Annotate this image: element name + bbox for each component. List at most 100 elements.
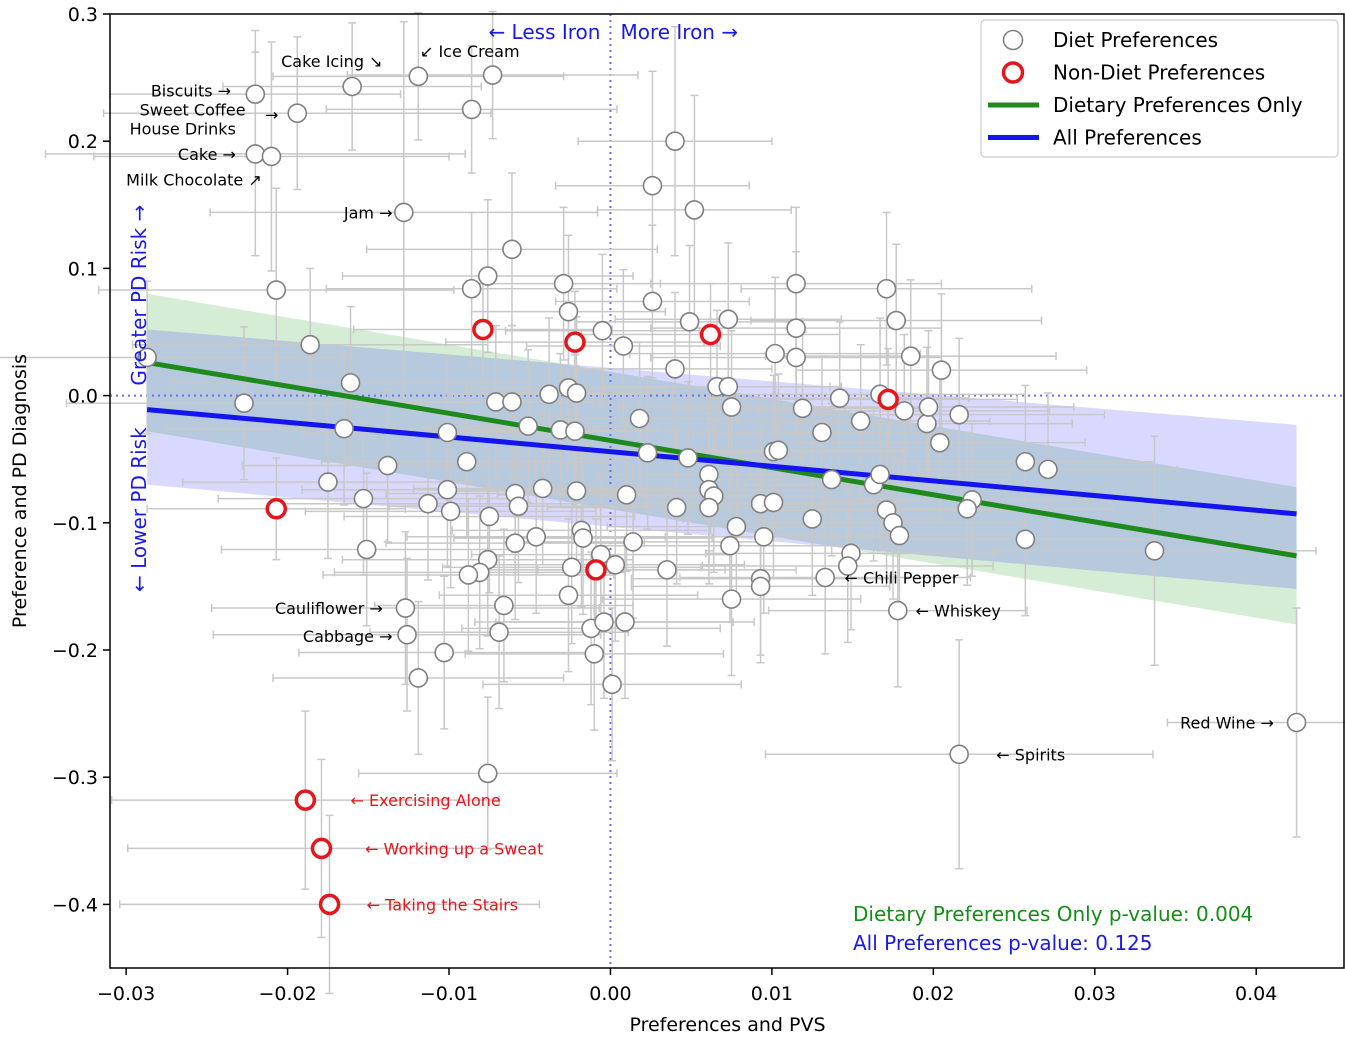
- y-axis-label: Preference and PD Diagnosis: [9, 354, 31, 628]
- plot-frame: [109, 13, 1345, 969]
- point-annotation: ← Working up a Sweat: [365, 839, 543, 858]
- point-annotation: Milk Chocolate ↗: [126, 170, 262, 189]
- data-points: [137, 65, 1307, 916]
- x-tick-label: 0.02: [912, 983, 954, 1005]
- diet-point: [678, 448, 698, 468]
- legend-label: Diet Preferences: [1053, 28, 1218, 52]
- diet-point: [917, 413, 937, 434]
- x-tick-label: 0.04: [1235, 983, 1277, 1005]
- diet-point: [565, 421, 585, 442]
- diet-point: [754, 526, 774, 547]
- diet-point: [802, 509, 823, 529]
- diet-point: [886, 310, 907, 331]
- diet-point: [394, 202, 414, 223]
- diet-point: [461, 278, 482, 299]
- diet-point: [489, 622, 509, 642]
- diet-point: [768, 440, 789, 461]
- less-iron-label: ← Less Iron: [488, 20, 600, 44]
- point-annotation: House Drinks: [130, 119, 236, 138]
- point-annotation: Jam →: [343, 203, 393, 222]
- diet-point: [592, 320, 613, 341]
- diet-point: [340, 373, 361, 393]
- point-annotation: Red Wine →: [1180, 714, 1274, 733]
- y-tick-label: −0.1: [52, 513, 98, 535]
- diet-point: [602, 674, 622, 695]
- all-pvalue-text: All Preferences p-value: 0.125: [853, 931, 1153, 955]
- diet-point: [605, 554, 626, 575]
- non-diet-point: [294, 789, 317, 811]
- diet-point: [1015, 451, 1036, 472]
- diet-point: [763, 492, 784, 513]
- diet-point: [356, 539, 377, 560]
- diet-point: [573, 528, 593, 548]
- point-annotations: Cake Icing ↘ ↙ Ice Cream Biscuits →Sweet C…: [126, 42, 1274, 915]
- diet-point: [482, 65, 503, 85]
- diet-point: [566, 481, 587, 501]
- legend-label: All Preferences: [1053, 126, 1202, 150]
- legend: Diet Preferences Non-Diet Preferences Diet…: [980, 19, 1339, 158]
- y-tick-label: −0.4: [52, 894, 98, 916]
- y-tick-label: 0.1: [68, 258, 98, 280]
- diet-point: [613, 336, 634, 356]
- diet-point: [477, 763, 498, 784]
- y-tick-label: 0.0: [68, 386, 98, 408]
- diet-point: [377, 455, 398, 476]
- non-diet-point: [472, 318, 494, 341]
- diet-point: [684, 200, 705, 220]
- diet-point: [623, 532, 643, 552]
- diet-point: [353, 488, 374, 509]
- diet-point: [486, 392, 506, 412]
- diet-point: [479, 506, 500, 527]
- point-annotation: ← Spirits: [996, 745, 1065, 764]
- diet-point: [532, 478, 553, 499]
- diet-point: [726, 516, 747, 537]
- diet-point: [494, 595, 514, 616]
- diet-point: [266, 280, 287, 300]
- diet-point: [665, 131, 685, 151]
- diet-point: [408, 668, 429, 688]
- y-tick-label: 0.3: [68, 4, 98, 26]
- diet-point: [502, 239, 522, 260]
- diet-point: [750, 576, 771, 597]
- diet-point: [718, 309, 739, 330]
- diet-point: [786, 347, 806, 368]
- non-diet-point: [265, 498, 288, 520]
- diet-point: [931, 360, 952, 380]
- point-annotation: ← Exercising Alone: [351, 791, 501, 810]
- x-tick-label: −0.01: [420, 983, 478, 1005]
- diet-point: [137, 347, 157, 368]
- diet-point: [518, 416, 538, 436]
- diet-point: [894, 401, 915, 421]
- greater-risk-label: Greater PD Risk →: [127, 205, 151, 386]
- diet-point: [526, 526, 546, 547]
- legend-marker: [1001, 61, 1025, 84]
- x-tick-label: −0.02: [258, 983, 316, 1005]
- diet-point: [437, 479, 458, 500]
- diet-point: [718, 376, 739, 397]
- diet-point: [318, 472, 338, 492]
- diet-point: [461, 99, 482, 120]
- non-diet-point: [318, 893, 341, 916]
- more-iron-label: More Iron →: [620, 20, 738, 44]
- diet-point: [637, 443, 658, 463]
- diet-point: [721, 397, 742, 417]
- diet-point: [408, 66, 429, 87]
- diet-point: [786, 318, 806, 338]
- diet-point: [561, 557, 582, 578]
- point-annotation: →: [265, 105, 278, 124]
- y-tick-label: −0.3: [52, 767, 98, 789]
- x-axis-label: Preferences and PVS: [629, 1014, 825, 1036]
- x-tick-label: 0.01: [751, 983, 793, 1005]
- diet-point: [786, 273, 806, 294]
- diet-point: [666, 497, 687, 518]
- point-annotation: ← Whiskey: [916, 602, 1001, 621]
- diet-point: [584, 644, 605, 664]
- diet-point: [720, 535, 740, 556]
- y-tick-label: −0.2: [52, 640, 98, 662]
- point-annotation: Cake →: [178, 145, 236, 164]
- diet-point: [1144, 540, 1165, 561]
- diet-point: [234, 393, 254, 414]
- diet-point: [1038, 459, 1058, 480]
- y-tick-label: 0.2: [68, 131, 98, 153]
